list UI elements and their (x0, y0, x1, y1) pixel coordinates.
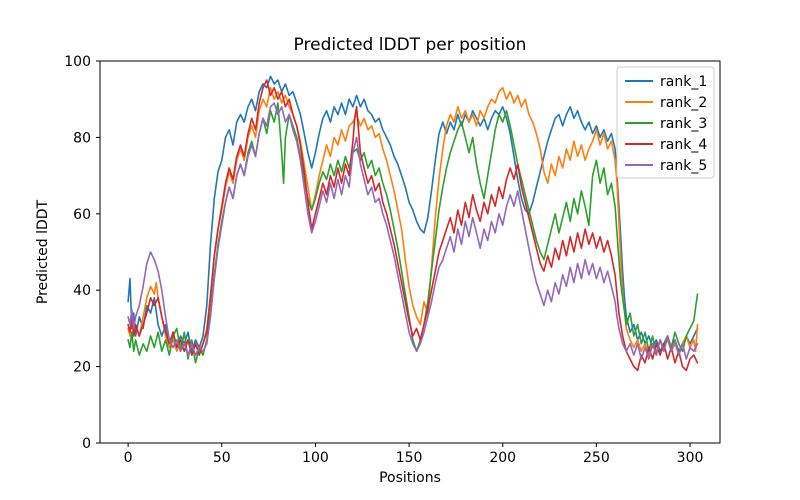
y-tick-label: 20 (73, 360, 91, 376)
legend-label-rank_1: rank_1 (660, 74, 707, 90)
legend: rank_1 rank_2 rank_3 rank_4 rank_5 (616, 66, 715, 179)
line-rank_2 (127, 86, 699, 356)
y-axis-ticks: 0 20 40 60 80 100 (64, 54, 100, 452)
legend-label-rank_3: rank_3 (660, 116, 707, 132)
line-rank_1 (127, 75, 699, 353)
x-tick-label: 50 (213, 450, 231, 466)
y-tick-label: 80 (73, 130, 91, 146)
legend-label-rank_5: rank_5 (660, 158, 707, 174)
x-axis-ticks: 0 50 100 150 200 250 300 (124, 443, 704, 466)
plot-area-spines (99, 60, 721, 444)
x-tick-label: 250 (583, 450, 610, 466)
x-tick-label: 300 (677, 450, 704, 466)
x-axis-label: Positions (379, 470, 441, 486)
x-tick-label: 200 (489, 450, 516, 466)
x-tick-label: 0 (124, 450, 133, 466)
y-tick-label: 60 (73, 207, 91, 223)
legend-box (616, 66, 715, 179)
legend-label-rank_4: rank_4 (660, 137, 707, 153)
y-tick-label: 100 (64, 54, 91, 70)
y-axis-label: Predicted lDDT (35, 199, 51, 304)
legend-label-rank_2: rank_2 (660, 95, 707, 111)
chart-title: Predicted lDDT per position (294, 35, 527, 55)
series-lines (127, 75, 699, 372)
y-tick-label: 0 (82, 436, 91, 452)
x-tick-label: 100 (302, 450, 329, 466)
line-rank_4 (127, 79, 699, 372)
x-tick-label: 150 (396, 450, 423, 466)
line-rank_5 (127, 102, 699, 360)
y-tick-label: 40 (73, 283, 91, 299)
